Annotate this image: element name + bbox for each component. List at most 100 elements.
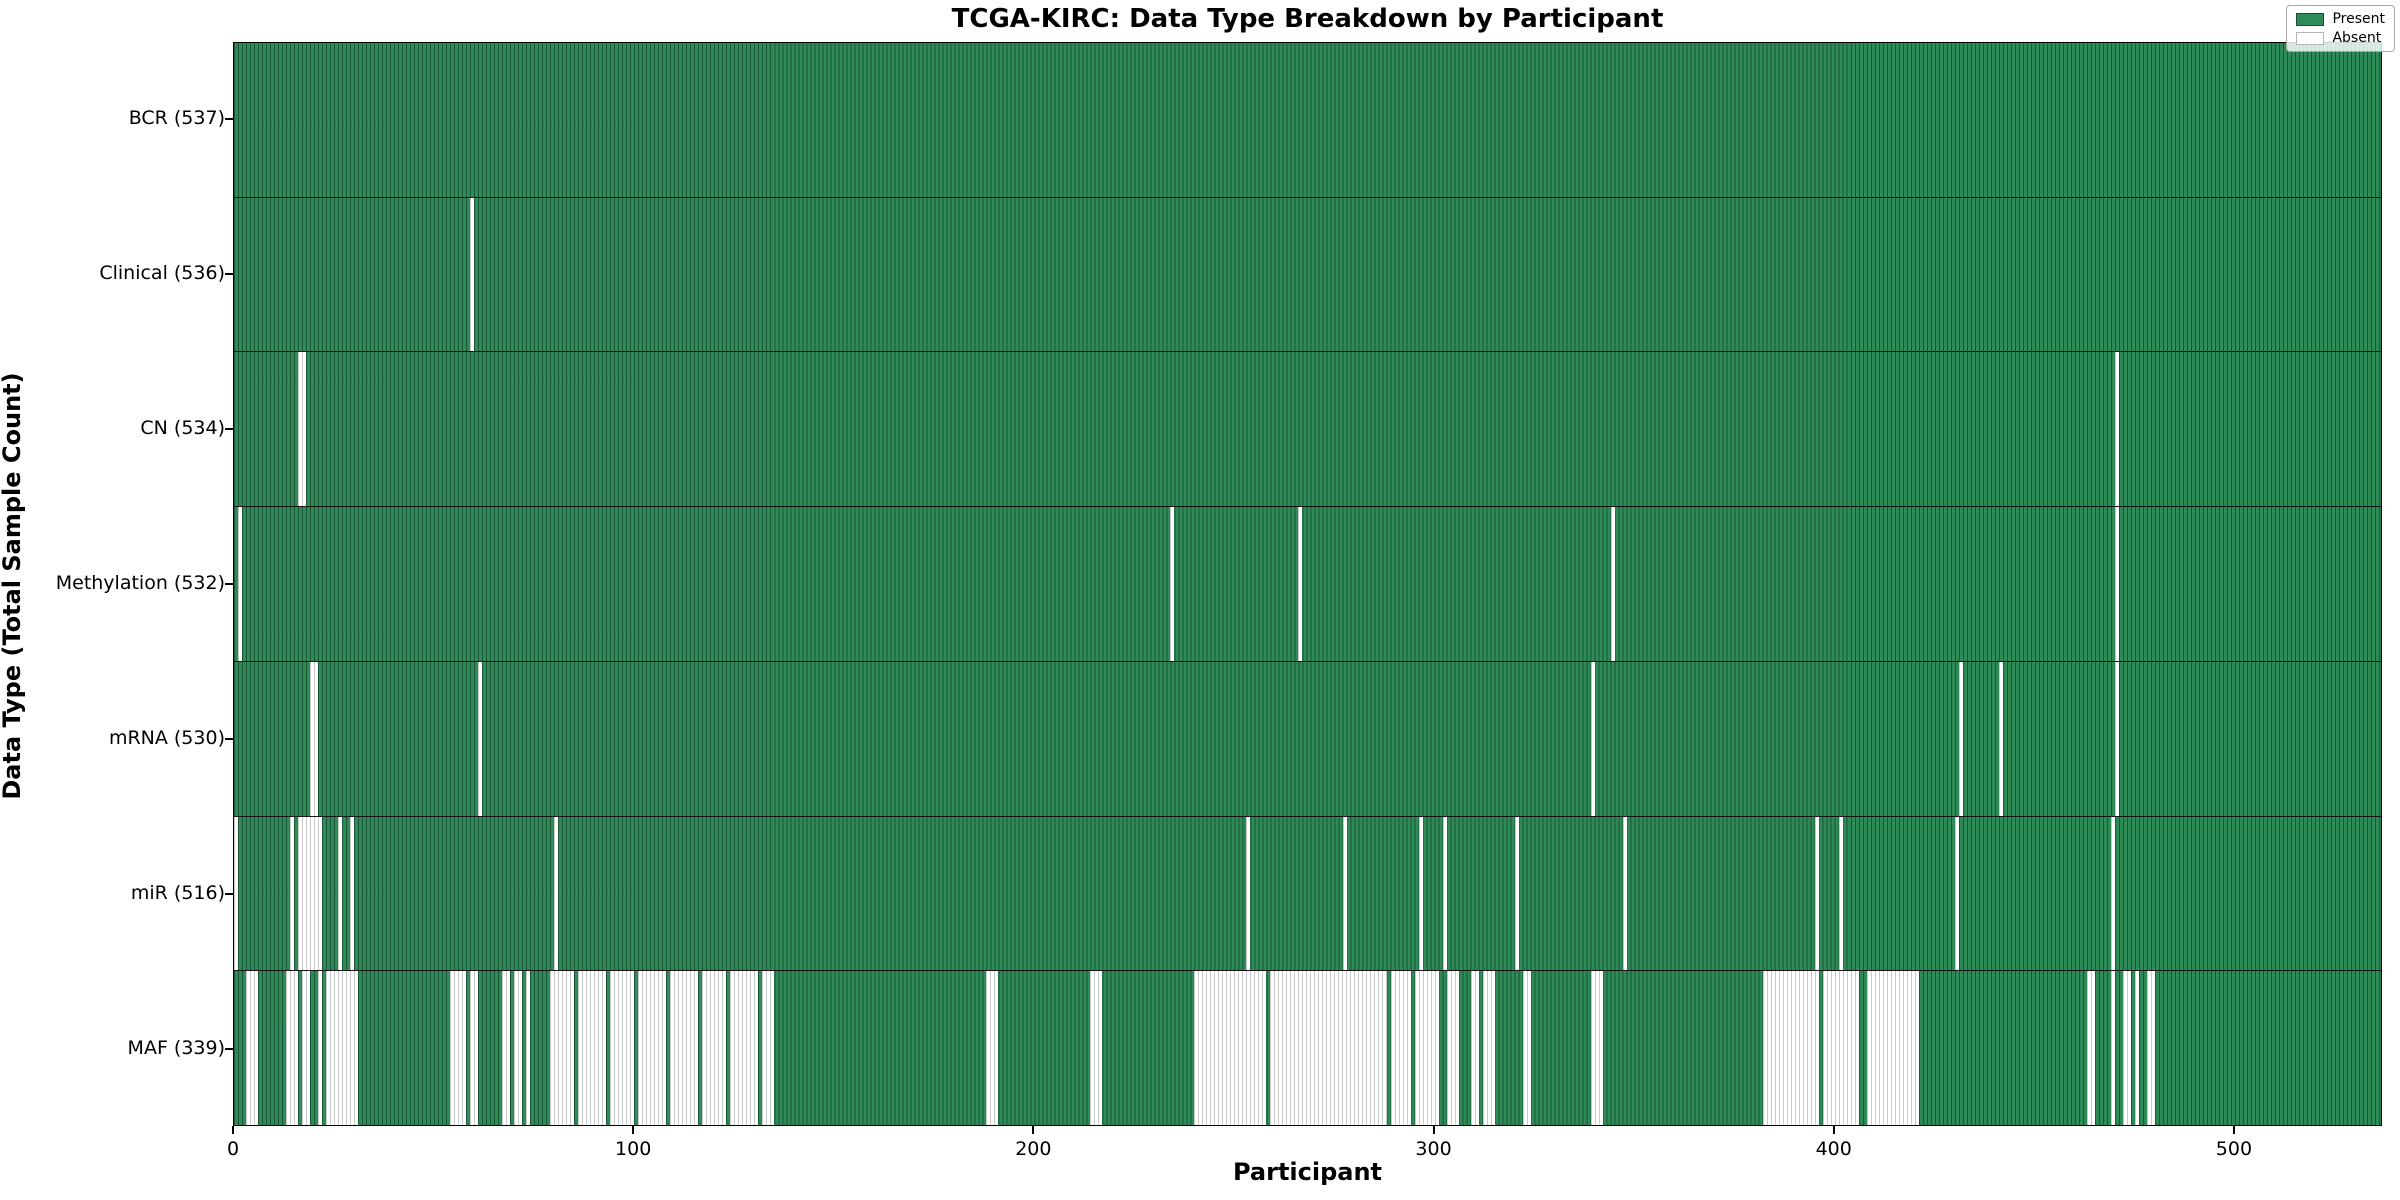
absent-stripe [1170, 507, 1175, 661]
absent-stripe [2114, 507, 2119, 661]
absent-stripe [1470, 971, 1479, 1126]
absent-swatch-icon [2296, 31, 2325, 45]
y-tick-mark [225, 428, 233, 431]
absent-stripe [2134, 971, 2139, 1126]
absent-stripe [338, 816, 343, 971]
absent-stripe [286, 971, 299, 1126]
absent-stripe [2110, 971, 2115, 1126]
row-bcr [234, 43, 2381, 198]
row-maf [234, 971, 2381, 1126]
absent-stripe [450, 971, 467, 1126]
x-tick-mark [2232, 1126, 2235, 1134]
absent-stripe [514, 971, 523, 1126]
legend: Present Absent [2286, 5, 2395, 52]
absent-stripe [234, 816, 238, 971]
absent-stripe [1246, 816, 1251, 971]
absent-stripe [298, 352, 307, 507]
y-tick-label: miR (516) [130, 881, 225, 904]
y-tick-label: CN (534) [140, 417, 225, 440]
absent-stripe [1414, 971, 1439, 1126]
absent-stripe [1998, 661, 2003, 816]
absent-stripe [1762, 971, 1819, 1126]
absent-stripe [246, 971, 258, 1126]
legend-entry-present: Present [2296, 12, 2385, 26]
x-tick-label: 400 [1815, 1138, 1852, 1160]
absent-stripe [1090, 971, 1103, 1126]
absent-stripe [470, 971, 479, 1126]
present-swatch-icon [2296, 12, 2325, 26]
y-tick-label: Clinical (536) [99, 262, 225, 285]
y-tick-mark [225, 1047, 233, 1050]
x-tick-mark [1832, 1126, 1835, 1134]
row-clinical [234, 197, 2381, 353]
absent-stripe [326, 971, 359, 1126]
absent-stripe [1814, 816, 1819, 971]
absent-stripe [554, 816, 559, 971]
row-cn [234, 352, 2381, 508]
absent-stripe [470, 197, 475, 352]
absent-stripe [302, 971, 311, 1126]
absent-stripe [478, 661, 483, 816]
absent-stripe [1590, 661, 1595, 816]
legend-label-absent: Absent [2332, 30, 2382, 46]
y-tick-mark [225, 892, 233, 895]
y-tick-mark [225, 273, 233, 276]
y-tick-label: mRNA (530) [108, 726, 225, 749]
absent-stripe [1958, 661, 1963, 816]
absent-stripe [670, 971, 699, 1126]
x-tick-mark [1032, 1126, 1035, 1134]
row-mrna [234, 661, 2381, 817]
absent-stripe [1866, 971, 1919, 1126]
x-tick-label: 200 [1015, 1138, 1052, 1160]
absent-stripe [2146, 971, 2155, 1126]
absent-stripe [1514, 816, 1519, 971]
absent-stripe [550, 971, 575, 1126]
absent-stripe [502, 971, 511, 1126]
legend-entry-absent: Absent [2296, 31, 2385, 45]
absent-stripe [2114, 352, 2119, 507]
absent-stripe [290, 816, 295, 971]
x-tick-mark [232, 1126, 234, 1134]
absent-stripe [1610, 507, 1615, 661]
absent-stripe [238, 507, 242, 661]
absent-stripe [526, 971, 531, 1126]
absent-stripe [2114, 661, 2119, 816]
absent-stripe [1954, 816, 1959, 971]
absent-stripe [318, 971, 323, 1126]
absent-stripe [298, 816, 323, 971]
absent-stripe [1446, 971, 1459, 1126]
absent-stripe [1442, 816, 1447, 971]
y-tick-label: Methylation (532) [55, 572, 225, 594]
x-tick-mark [1432, 1126, 1435, 1134]
absent-stripe [638, 971, 667, 1126]
absent-stripe [1418, 816, 1423, 971]
x-tick-label: 100 [615, 1138, 652, 1160]
absent-stripe [1270, 971, 1387, 1126]
y-tick-mark [225, 737, 233, 740]
absent-stripe [2122, 971, 2131, 1126]
x-tick-label: 300 [1415, 1138, 1452, 1160]
x-tick-label: 0 [226, 1138, 240, 1160]
absent-stripe [1298, 507, 1303, 661]
x-tick-mark [632, 1126, 635, 1134]
absent-stripe [1590, 971, 1603, 1126]
x-axis-label: Participant [1232, 1158, 1383, 1186]
row-methylation [234, 507, 2381, 662]
absent-stripe [610, 971, 635, 1126]
absent-stripe [1482, 971, 1495, 1126]
absent-stripe [2110, 816, 2115, 971]
plot-area [233, 42, 2382, 1126]
absent-stripe [2086, 971, 2095, 1126]
y-tick-mark [225, 118, 233, 121]
absent-stripe [578, 971, 607, 1126]
absent-stripe [350, 816, 355, 971]
y-tick-label: BCR (537) [128, 107, 225, 130]
absent-stripe [702, 971, 727, 1126]
chart-title: TCGA-KIRC: Data Type Breakdown by Partic… [951, 4, 1664, 34]
absent-stripe [1838, 816, 1843, 971]
absent-stripe [986, 971, 999, 1126]
absent-stripe [310, 661, 319, 816]
absent-stripe [1522, 971, 1531, 1126]
absent-stripe [730, 971, 759, 1126]
